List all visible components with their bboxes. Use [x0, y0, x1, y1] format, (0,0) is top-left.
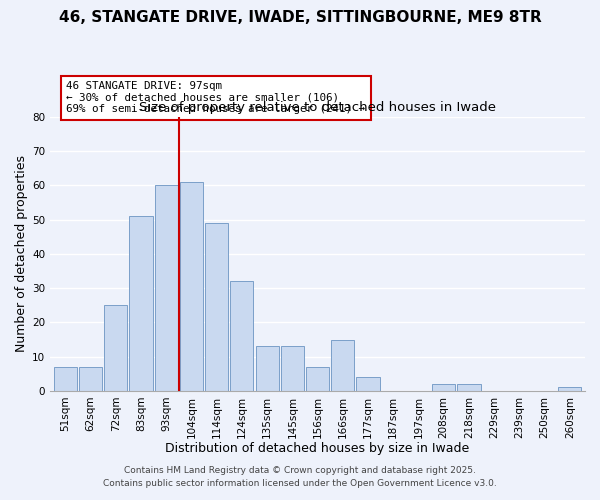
Bar [356, 377, 380, 391]
Bar [331, 340, 355, 391]
Bar [205, 223, 228, 391]
Bar [256, 346, 279, 391]
Bar [79, 367, 102, 391]
Bar [432, 384, 455, 391]
Bar [230, 282, 253, 391]
Y-axis label: Number of detached properties: Number of detached properties [15, 156, 28, 352]
Bar [130, 216, 152, 391]
Bar [53, 367, 77, 391]
Bar [155, 186, 178, 391]
Title: Size of property relative to detached houses in Iwade: Size of property relative to detached ho… [139, 102, 496, 114]
Bar [180, 182, 203, 391]
Text: 46, STANGATE DRIVE, IWADE, SITTINGBOURNE, ME9 8TR: 46, STANGATE DRIVE, IWADE, SITTINGBOURNE… [59, 10, 541, 25]
Bar [104, 306, 127, 391]
Text: 46 STANGATE DRIVE: 97sqm
← 30% of detached houses are smaller (106)
69% of semi-: 46 STANGATE DRIVE: 97sqm ← 30% of detach… [66, 81, 365, 114]
Bar [558, 388, 581, 391]
Bar [306, 367, 329, 391]
Text: Contains HM Land Registry data © Crown copyright and database right 2025.
Contai: Contains HM Land Registry data © Crown c… [103, 466, 497, 487]
X-axis label: Distribution of detached houses by size in Iwade: Distribution of detached houses by size … [166, 442, 470, 455]
Bar [457, 384, 481, 391]
Bar [281, 346, 304, 391]
